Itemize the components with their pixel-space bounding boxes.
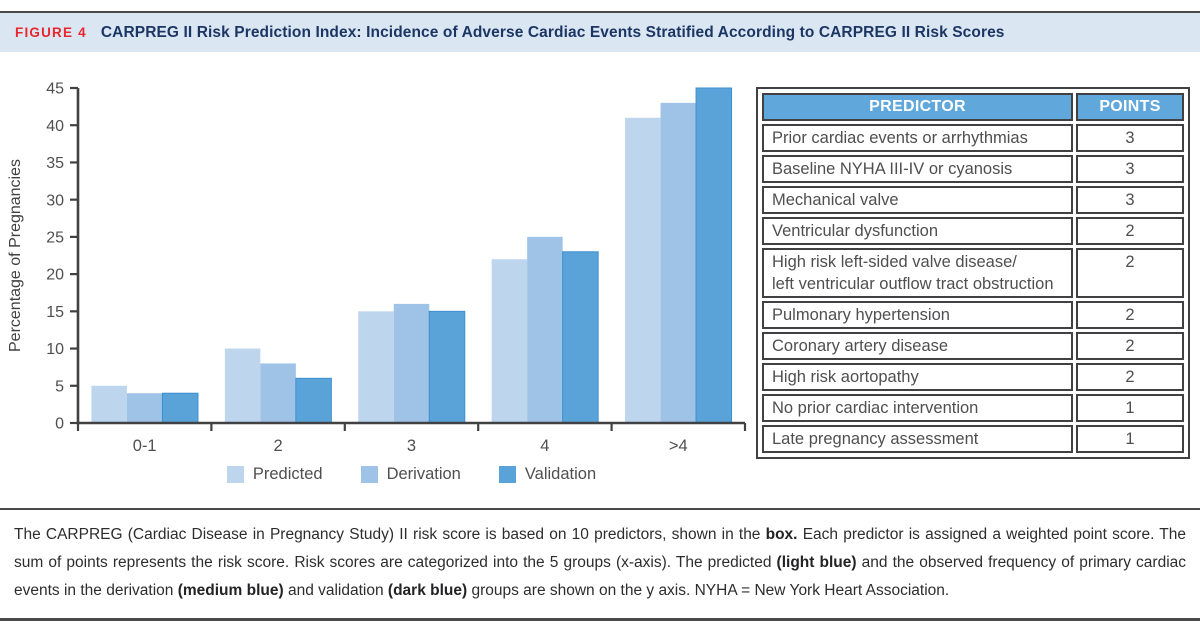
predictor-cell: No prior cardiac intervention bbox=[762, 394, 1073, 422]
legend-swatch-predicted bbox=[226, 465, 244, 483]
bar-validation-0-1 bbox=[161, 392, 199, 424]
points-cell: 2 bbox=[1076, 248, 1184, 298]
points-cell: 3 bbox=[1076, 186, 1184, 214]
legend-swatch-derivation bbox=[360, 465, 378, 483]
table-row: High risk aortopathy 2 bbox=[762, 363, 1184, 391]
predictor-column-header: PREDICTOR bbox=[762, 93, 1073, 121]
y-tick-label: 20 bbox=[46, 267, 64, 284]
bar-derivation-0-1 bbox=[126, 393, 163, 423]
points-cell: 2 bbox=[1076, 217, 1184, 245]
y-tick-label: 5 bbox=[55, 378, 64, 395]
y-tick-label: 15 bbox=[46, 304, 64, 321]
table-row: Pulmonary hypertension 2 bbox=[762, 301, 1184, 329]
points-cell: 1 bbox=[1076, 394, 1184, 422]
bar-validation-3 bbox=[428, 310, 466, 424]
predictor-cell: High risk aortopathy bbox=[762, 363, 1073, 391]
y-tick-label: 30 bbox=[46, 192, 64, 209]
caption-bold-segment: (dark blue) bbox=[387, 582, 468, 599]
points-cell: 3 bbox=[1076, 124, 1184, 152]
x-category-label: 2 bbox=[274, 437, 283, 455]
legend-label: Derivation bbox=[386, 464, 461, 483]
bar-predicted-0-1 bbox=[91, 385, 127, 423]
table-row: Coronary artery disease 2 bbox=[762, 332, 1184, 360]
chart-legend: Predicted Derivation Validation bbox=[78, 463, 745, 485]
bar-validation->4 bbox=[695, 87, 733, 424]
points-cell: 2 bbox=[1076, 363, 1184, 391]
table-header-row: PREDICTOR POINTS bbox=[762, 93, 1184, 121]
points-cell: 2 bbox=[1076, 332, 1184, 360]
table-row: Mechanical valve 3 bbox=[762, 186, 1184, 214]
table-row: Baseline NYHA III-IV or cyanosis 3 bbox=[762, 155, 1184, 183]
bar-derivation-3 bbox=[393, 303, 430, 423]
predictor-cell: Baseline NYHA III-IV or cyanosis bbox=[762, 155, 1073, 183]
bottom-rule bbox=[0, 618, 1200, 621]
figure-header-band: FIGURE 4 CARPREG II Risk Prediction Inde… bbox=[0, 13, 1200, 52]
legend-item-predicted: Predicted bbox=[226, 464, 323, 484]
legend-label: Validation bbox=[524, 464, 597, 483]
bar-validation-4 bbox=[562, 251, 599, 424]
caption-segment: Each predictor is assigned a weighted po… bbox=[14, 526, 1186, 571]
caption-divider-rule bbox=[0, 508, 1200, 510]
bar-derivation->4 bbox=[660, 102, 697, 423]
predictor-cell: Ventricular dysfunction bbox=[762, 217, 1073, 245]
predictor-table: PREDICTOR POINTS Prior cardiac events or… bbox=[759, 90, 1187, 456]
y-tick-label: 40 bbox=[46, 118, 64, 135]
caption-segment: and the observed frequency of primary ca… bbox=[14, 554, 1187, 599]
axes bbox=[76, 88, 745, 425]
table-row: High risk left-sided valve disease/ left… bbox=[762, 248, 1184, 298]
bar-predicted-4 bbox=[491, 259, 528, 423]
bar-chart: 0 5 10 15 20 25 30 35 40 45 0-1 2 3 4 >4 Percentage of … bbox=[7, 81, 747, 455]
x-category-label: 0-1 bbox=[133, 437, 157, 455]
table-row: Prior cardiac events or arrhythmias 3 bbox=[762, 124, 1184, 152]
legend-label: Predicted bbox=[252, 464, 323, 483]
figure-caption: The CARPREG (Cardiac Disease in Pregnanc… bbox=[14, 521, 1186, 605]
x-category-label: 4 bbox=[540, 437, 549, 455]
bar-validation-2 bbox=[295, 377, 332, 424]
predictor-cell: Pulmonary hypertension bbox=[762, 301, 1073, 329]
caption-bold-segment: (light blue) bbox=[776, 554, 857, 571]
bar-predicted-2 bbox=[224, 348, 261, 423]
y-tick-label: 25 bbox=[46, 229, 64, 246]
legend-item-derivation: Derivation bbox=[360, 464, 461, 484]
predictor-cell: High risk left-sided valve disease/ left… bbox=[762, 248, 1073, 298]
points-cell: 1 bbox=[1076, 425, 1184, 453]
y-tick-label: 0 bbox=[55, 416, 64, 433]
bar-derivation-4 bbox=[527, 236, 563, 423]
x-category-label: 3 bbox=[407, 437, 416, 455]
predictor-cell: Late pregnancy assessment bbox=[762, 425, 1073, 453]
caption-bold-segment: (medium blue) bbox=[177, 582, 284, 599]
predictor-cell: Coronary artery disease bbox=[762, 332, 1073, 360]
table-row: Late pregnancy assessment 1 bbox=[762, 425, 1184, 453]
legend-item-validation: Validation bbox=[498, 464, 597, 484]
caption-bold-segment: box. bbox=[765, 526, 798, 543]
predictor-cell: Mechanical valve bbox=[762, 186, 1073, 214]
points-column-header: POINTS bbox=[1076, 93, 1184, 121]
y-tick-label: 10 bbox=[46, 341, 64, 358]
figure-number-label: FIGURE 4 bbox=[15, 25, 87, 40]
legend-swatch-validation bbox=[498, 465, 516, 483]
x-category-label: >4 bbox=[669, 437, 688, 455]
caption-segment: groups are shown on the y axis. NYHA = N… bbox=[467, 582, 950, 599]
table-row: No prior cardiac intervention 1 bbox=[762, 394, 1184, 422]
bar-predicted->4 bbox=[625, 117, 661, 424]
caption-segment: The CARPREG (Cardiac Disease in Pregnanc… bbox=[14, 526, 766, 543]
predictor-cell: Prior cardiac events or arrhythmias bbox=[762, 124, 1073, 152]
predictor-table-box: PREDICTOR POINTS Prior cardiac events or… bbox=[756, 87, 1190, 459]
table-row: Ventricular dysfunction 2 bbox=[762, 217, 1184, 245]
y-axis-title: Percentage of Pregnancies bbox=[7, 159, 24, 352]
points-cell: 3 bbox=[1076, 155, 1184, 183]
caption-segment: and validation bbox=[283, 582, 388, 599]
figure-title: CARPREG II Risk Prediction Index: Incide… bbox=[100, 23, 1005, 41]
y-tick-label: 35 bbox=[46, 155, 64, 172]
bar-derivation-2 bbox=[260, 363, 296, 423]
bar-predicted-3 bbox=[358, 311, 394, 423]
points-cell: 2 bbox=[1076, 301, 1184, 329]
y-tick-label: 45 bbox=[46, 81, 64, 98]
top-rule bbox=[0, 11, 1200, 13]
